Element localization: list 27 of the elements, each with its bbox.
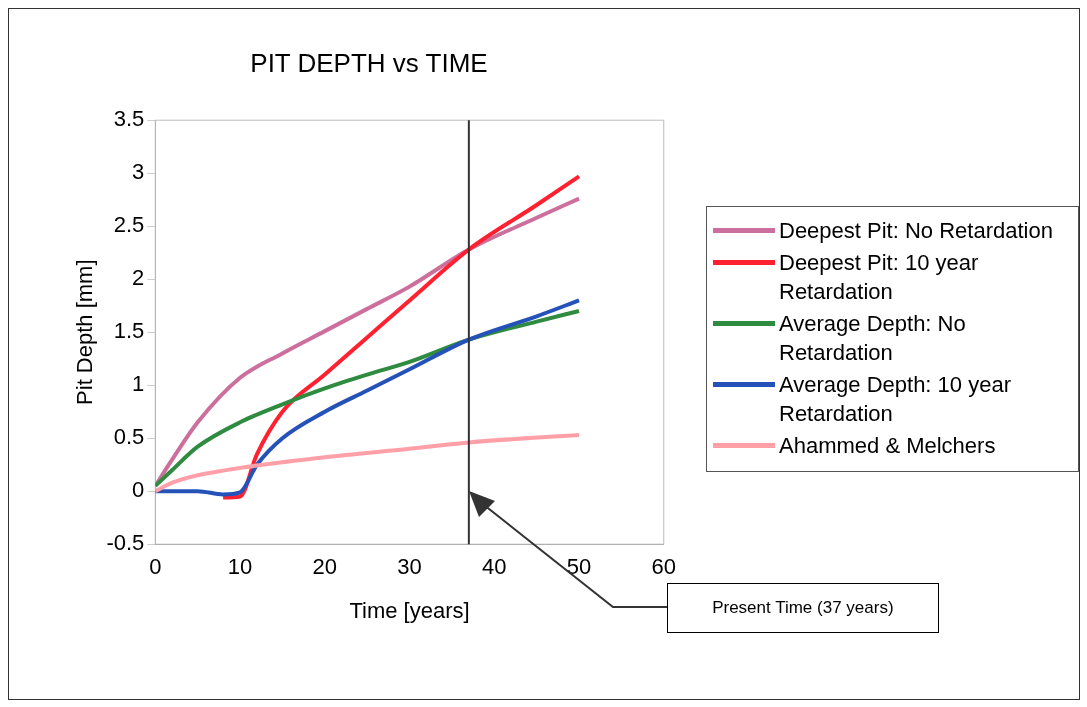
line-series xyxy=(221,174,582,500)
x-tick-label: 40 xyxy=(482,554,507,580)
y-tick-label: 0.5 xyxy=(113,424,145,450)
x-tick-label: 0 xyxy=(149,554,162,580)
legend-label: Deepest Pit: 10 year Retardation xyxy=(779,249,980,306)
legend-label: Average Depth: No Retardation xyxy=(779,310,967,367)
y-tick-label: 3.5 xyxy=(113,106,145,132)
x-tick-label: 50 xyxy=(566,554,592,580)
x-axis-title: Time [years] xyxy=(349,597,470,623)
line-series xyxy=(155,433,582,494)
x-tick-label: 60 xyxy=(651,554,677,580)
text: Present Time (37 years) xyxy=(712,598,894,619)
x-tick-label: 30 xyxy=(397,554,422,580)
y-tick-label: 3 xyxy=(132,159,145,185)
y-tick-label: 1 xyxy=(132,371,145,397)
legend-label: Ahammed & Melchers xyxy=(779,432,996,460)
legend-label: Average Depth: 10 year Retardation xyxy=(779,371,1012,428)
legend-label: Deepest Pit: No Retardation xyxy=(779,217,1053,245)
x-tick-label: 20 xyxy=(312,554,338,580)
x-tick-label: 10 xyxy=(227,554,253,580)
y-tick-label: 1.5 xyxy=(113,318,145,344)
y-tick-label: -0.5 xyxy=(106,530,145,556)
y-tick-label: 0 xyxy=(132,477,145,503)
y-axis-title: Pit Depth [mm] xyxy=(72,259,98,405)
y-tick-label: 2 xyxy=(132,265,145,291)
y-tick-label: 2.5 xyxy=(113,212,145,238)
chart-title: PIT DEPTH vs TIME xyxy=(250,47,488,78)
